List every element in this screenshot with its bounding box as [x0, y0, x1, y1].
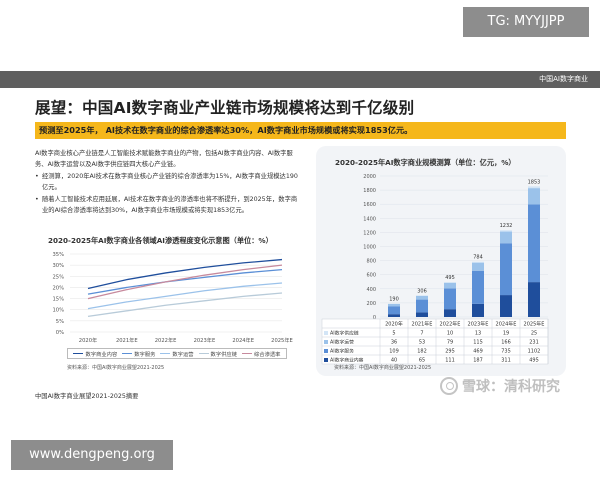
line-series: [87, 292, 283, 318]
xueqiu-watermark: 雪球：清科研究: [440, 376, 560, 396]
line-y-tick-label: 0%: [56, 330, 64, 336]
line-legend-item: 数字商业内容: [73, 350, 117, 358]
intro-paragraph: AI数字商业核心产业链是人工智能技术赋能数字商业的产物，包括AI数字商业内容、A…: [35, 150, 293, 168]
source-right: 资料来源：中国AI数字商业展望2021-2025: [334, 365, 432, 371]
line-series: [87, 268, 283, 295]
line-y-tick-label: 5%: [56, 319, 64, 325]
header-label: 中国AI数字商业: [539, 75, 588, 83]
bar-chart-title: 2020-2025年AI数字商业规模测算（单位：亿元，%）: [335, 158, 516, 167]
line-y-tick-label: 35%: [52, 252, 64, 258]
line-x-tick-label: 2025年E: [271, 336, 293, 344]
line-y-tick-label: 20%: [52, 285, 64, 291]
header-bar: 中国AI数字商业: [0, 71, 600, 88]
line-legend-label: 数字服务: [134, 351, 156, 358]
line-chart-title: 2020-2025年AI数字商业各领域AI渗透程度变化示意图（单位：%）: [48, 236, 273, 245]
line-series: [87, 258, 283, 290]
line-legend-item: 数字供应链: [198, 350, 238, 358]
line-x-tick-label: 2021年E: [116, 336, 138, 344]
line-series: [87, 264, 283, 300]
highlight-banner: 预测至2025年， AI技术在数字商业的综合渗透率达30%，AI数字商业市场规模…: [35, 122, 566, 139]
line-legend-item: 数字服务: [122, 350, 155, 358]
line-legend-swatch: [73, 352, 84, 355]
line-x-tick-label: 2024年E: [232, 336, 254, 344]
bullet-paragraph-1: 经测算，2020年AI技术在数字商业核心产业链的综合渗透率为15%，AI数字商业…: [35, 172, 303, 193]
line-chart-legend: 数字商业内容 数字服务 数字运营 数字供应链 综合渗透率: [67, 348, 287, 359]
line-legend-label: 数字运营: [172, 351, 194, 358]
line-y-tick-label: 15%: [52, 297, 64, 303]
line-legend-swatch: [198, 352, 209, 355]
line-legend-label: 数字供应链: [210, 351, 238, 358]
snowball-icon: [440, 377, 458, 395]
line-y-tick-label: 25%: [52, 274, 64, 280]
line-x-tick-label: 2022年E: [155, 336, 177, 344]
line-series: [87, 282, 283, 310]
line-legend-swatch: [122, 352, 133, 355]
line-x-tick-label: 2020年: [79, 336, 97, 344]
watermark-bottom: www.dengpeng.org: [11, 440, 173, 470]
bullet-paragraph-2: 随着人工智能技术应用延展，AI技术在数字商业的渗透率也将不断提升，到2025年，…: [35, 195, 303, 216]
page-title: 展望：中国AI数字商业产业链市场规模将达到千亿级别: [35, 99, 415, 117]
line-legend-swatch: [160, 352, 171, 355]
source-left: 资料来源：中国AI数字商业展望2021-2025: [67, 365, 165, 371]
line-legend-item: 综合渗透率: [241, 350, 281, 358]
line-legend-item: 数字运营: [160, 350, 194, 358]
line-legend-label: 综合渗透率: [253, 351, 281, 358]
line-legend-label: 数字商业内容: [85, 351, 118, 358]
footnote: 中国AI数字商业展望2021-2025摘要: [35, 393, 139, 400]
bar-chart-panel: [316, 146, 566, 376]
line-legend-swatch: [241, 352, 252, 355]
line-x-tick-label: 2023年E: [194, 336, 216, 344]
xueqiu-label: 雪球：清科研究: [462, 379, 560, 395]
body-text: AI数字商业核心产业链是人工智能技术赋能数字商业的产物，包括AI数字商业内容、A…: [35, 149, 303, 218]
watermark-top: TG: MYYJJPP: [463, 7, 589, 37]
line-y-tick-label: 30%: [52, 263, 64, 269]
line-y-tick-label: 10%: [52, 308, 64, 314]
